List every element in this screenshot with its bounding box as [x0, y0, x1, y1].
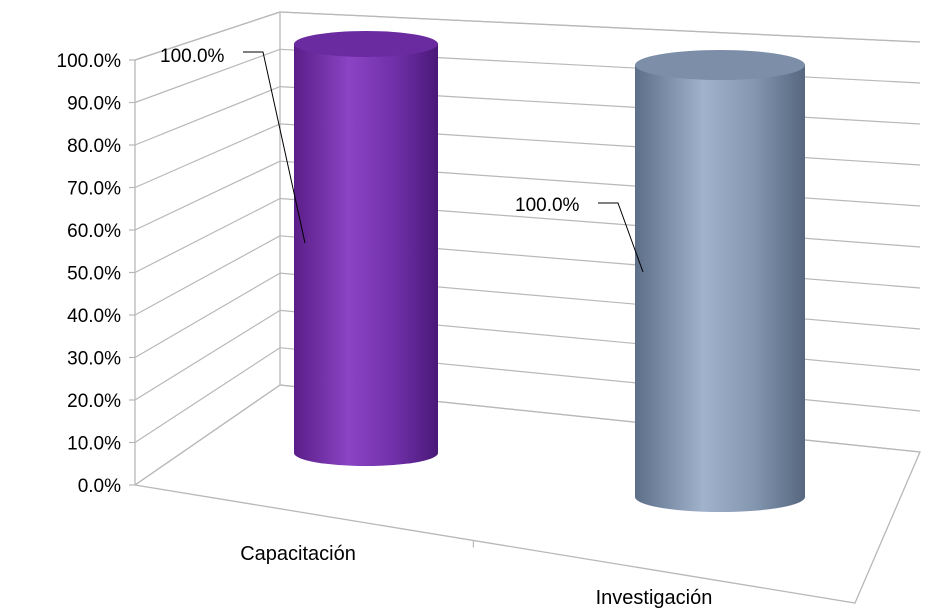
gridline-left-6 [134, 160, 281, 231]
gridline-left-8 [134, 86, 281, 146]
y-tick-label: 10.0% [67, 434, 121, 455]
gridline-left-2 [134, 309, 281, 401]
bars [294, 31, 805, 512]
data-label-leader [243, 51, 306, 244]
gridline-left-1 [134, 347, 281, 444]
bar-Capacitación [294, 31, 438, 466]
bar-top [635, 50, 805, 80]
y-tick-label: 20.0% [67, 391, 121, 412]
gridline-left-3 [134, 272, 281, 359]
y-tick-label: 40.0% [67, 306, 121, 327]
y-tick-label: 60.0% [67, 221, 121, 242]
y-tick-label: 30.0% [67, 349, 121, 370]
category-labels: Capacitación Investigación [240, 543, 712, 609]
data-label-leader [598, 202, 644, 273]
gridline-back-10 [279, 11, 921, 43]
gridline-left-9 [134, 48, 281, 104]
gridline-left-10 [134, 11, 281, 61]
y-tick-label: 80.0% [67, 136, 121, 157]
gridline-left-5 [134, 197, 281, 274]
data-label: 100.0% [160, 46, 225, 67]
chart-floor [133, 384, 921, 604]
gridline-left-4 [134, 235, 281, 316]
bar-Investigación [635, 50, 805, 512]
floor-outline [133, 384, 921, 604]
category-label: Investigación [596, 587, 713, 609]
category-label: Capacitación [240, 543, 356, 565]
data-label-leaders [243, 51, 644, 273]
bar-body [294, 44, 438, 466]
y-tick-label: 100.0% [57, 51, 122, 72]
data-label: 100.0% [515, 195, 580, 216]
y-tick-label: 0.0% [78, 476, 121, 497]
y-tick-label: 70.0% [67, 179, 121, 200]
y-axis-ticks: 0.0% 10.0% 20.0% 30.0% 40.0% 50.0% 60.0% 70.0% 8… [57, 51, 135, 497]
gridline-left-7 [134, 123, 281, 189]
data-labels: 100.0% 100.0% [160, 46, 580, 216]
bar-body [635, 65, 805, 512]
bar-top [294, 31, 438, 57]
y-tick-label: 90.0% [67, 94, 121, 115]
y-tick-label: 50.0% [67, 264, 121, 285]
